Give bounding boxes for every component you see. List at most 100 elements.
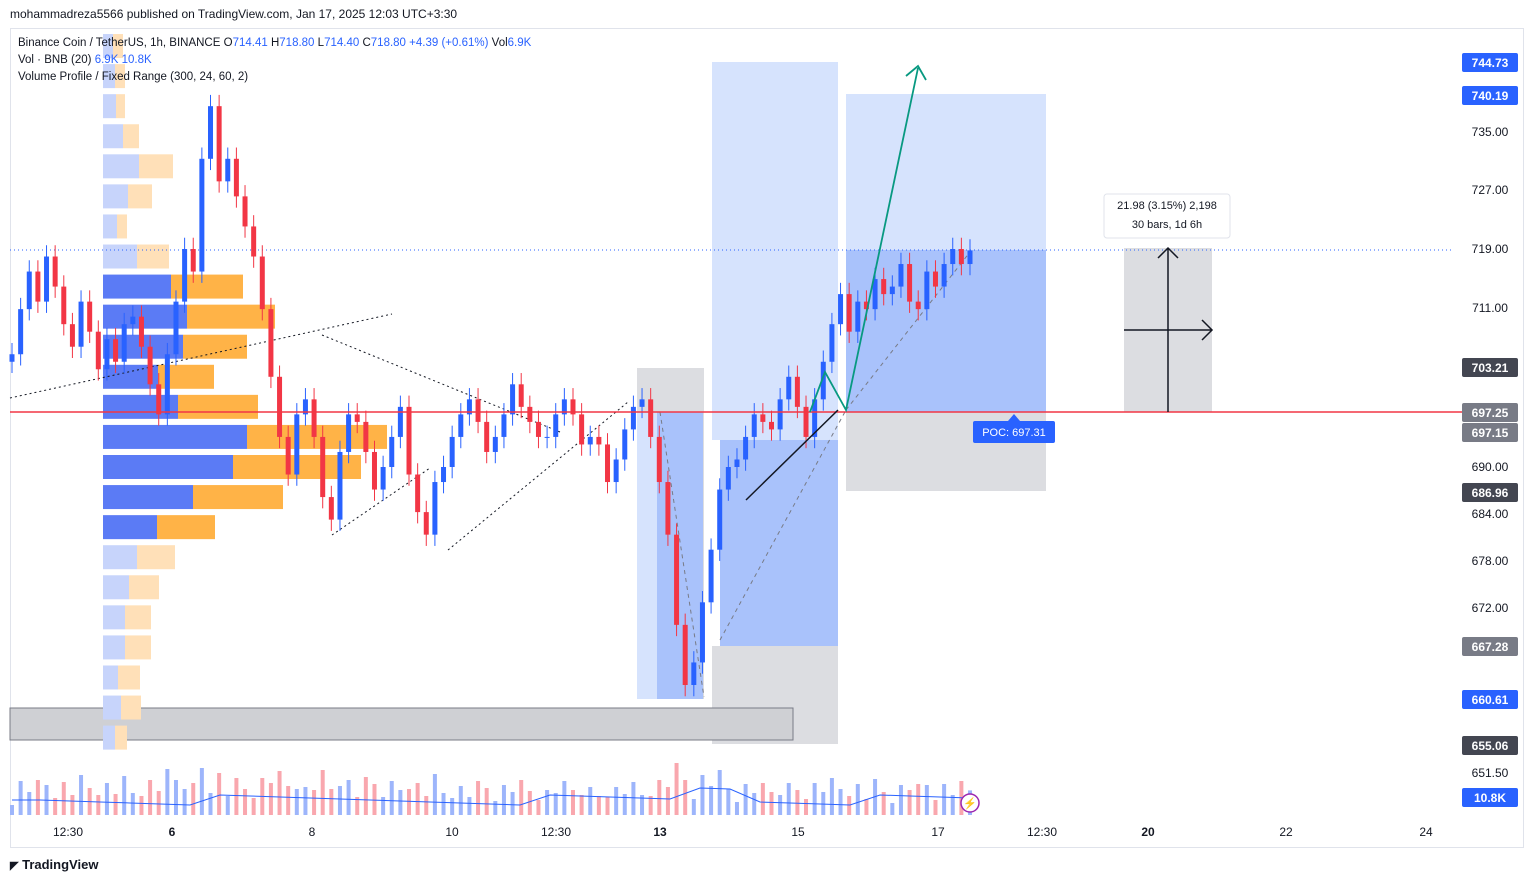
volume-bar bbox=[778, 795, 783, 815]
change-value: +4.39 (+0.61%) bbox=[409, 37, 489, 49]
vp-buy-bar bbox=[103, 124, 123, 149]
x-tick-label: 6 bbox=[169, 825, 176, 839]
y-tick-label: 678.00 bbox=[1472, 554, 1509, 568]
drawing-zones[interactable] bbox=[9, 62, 1212, 744]
x-tick-label: 12:30 bbox=[1027, 825, 1057, 839]
volume-profile-indicator-name[interactable]: Volume Profile / Fixed Range (300, 24, 6… bbox=[18, 71, 249, 83]
price-label-box bbox=[1462, 637, 1518, 656]
volume-bar bbox=[458, 786, 463, 815]
volume-bar bbox=[709, 786, 714, 815]
candle-body bbox=[121, 324, 127, 362]
candle-body bbox=[691, 662, 697, 685]
candle-body bbox=[328, 497, 334, 520]
candle-body bbox=[768, 421, 774, 430]
trendlines[interactable] bbox=[9, 249, 1452, 698]
candle-body bbox=[699, 602, 705, 663]
volume-bar bbox=[329, 789, 334, 815]
vp-buy-bar bbox=[103, 575, 129, 600]
price-label-box bbox=[1462, 403, 1518, 422]
volume-bar bbox=[838, 789, 843, 815]
candle-body bbox=[354, 414, 360, 422]
volume-bar bbox=[821, 792, 826, 815]
vp-sell-bar bbox=[183, 334, 247, 359]
volume-bar bbox=[191, 783, 196, 815]
volume-bar bbox=[847, 796, 852, 815]
y-tick-label: 690.00 bbox=[1472, 460, 1509, 474]
high-label: H bbox=[270, 37, 280, 49]
vp-buy-bar bbox=[103, 244, 137, 269]
candle-body bbox=[596, 436, 602, 445]
price-label: 655.06 bbox=[1472, 739, 1509, 753]
vp-buy-bar bbox=[103, 34, 113, 59]
chart-legend: Binance Coin / TetherUS, 1h, BINANCE O71… bbox=[18, 35, 531, 86]
measure-arrow-up bbox=[1157, 246, 1179, 259]
x-tick-label: 20 bbox=[1141, 825, 1155, 839]
volume-bar bbox=[760, 783, 765, 815]
volume-bar bbox=[614, 787, 619, 815]
volume-ma-line bbox=[12, 787, 971, 806]
candle-body bbox=[156, 384, 162, 415]
vp-sell-bar bbox=[123, 124, 139, 149]
candle-body bbox=[639, 399, 645, 407]
vp-buy-bar bbox=[103, 695, 121, 720]
volume-bar bbox=[415, 783, 420, 815]
vp-sell-bar bbox=[118, 665, 140, 690]
symbol-name[interactable]: Binance Coin / TetherUS, 1h, BINANCE bbox=[18, 37, 221, 49]
volume-indicator-name[interactable]: Vol · BNB (20) bbox=[18, 54, 92, 66]
forecast-path bbox=[809, 67, 919, 413]
projection-3 bbox=[845, 251, 971, 411]
candle-body bbox=[872, 279, 878, 310]
volume-bar bbox=[907, 790, 912, 815]
price-label-box bbox=[1462, 483, 1518, 502]
candle-body bbox=[259, 256, 265, 310]
candle-body bbox=[743, 436, 749, 460]
candle-body bbox=[441, 467, 447, 483]
candle-body bbox=[846, 294, 852, 332]
volume-bar bbox=[769, 792, 774, 815]
candle-body bbox=[277, 376, 283, 437]
vp-sell-bar bbox=[116, 94, 125, 119]
vp-buy-bar bbox=[103, 725, 115, 750]
tradingview-logo[interactable]: ◤ TradingView bbox=[10, 857, 98, 872]
candle-body bbox=[337, 451, 343, 520]
volume-bar bbox=[519, 780, 524, 815]
volume-bar bbox=[165, 769, 170, 815]
x-tick-label: 15 bbox=[791, 825, 805, 839]
candle-body bbox=[622, 429, 628, 460]
volume-bar bbox=[562, 781, 567, 815]
volume-bar bbox=[795, 790, 800, 815]
candle-body bbox=[380, 467, 386, 490]
volume-bar bbox=[130, 793, 135, 815]
candle-body bbox=[389, 436, 395, 467]
volume-bar bbox=[346, 780, 351, 815]
vp-sell-bar bbox=[115, 725, 127, 750]
volume-bar bbox=[286, 786, 291, 815]
volume-bar bbox=[303, 787, 308, 815]
volume-bar bbox=[389, 781, 394, 815]
candle-body bbox=[648, 399, 654, 437]
candle-body bbox=[208, 106, 214, 159]
x-tick-label: 12:30 bbox=[541, 825, 571, 839]
volume-bar bbox=[924, 785, 929, 815]
candle-body bbox=[61, 286, 67, 325]
candle-body bbox=[605, 444, 611, 483]
chart-frame bbox=[10, 28, 1524, 848]
volume-bar bbox=[804, 799, 809, 815]
position-2-target-zone bbox=[846, 94, 1046, 250]
candle-body bbox=[794, 376, 800, 407]
volume-bar bbox=[381, 797, 386, 815]
annotations[interactable]: POC: 697.31 21.98 (3.15%) 2,198 30 bars, 1… bbox=[10, 64, 1462, 813]
candle-body bbox=[613, 459, 619, 483]
candle-body bbox=[803, 406, 809, 437]
volume-bar bbox=[113, 794, 118, 815]
vp-sell-bar bbox=[128, 184, 152, 209]
candle-body bbox=[35, 271, 41, 302]
y-tick-label: 727.00 bbox=[1472, 183, 1509, 197]
price-label-box bbox=[1462, 423, 1518, 442]
volume-bar bbox=[363, 777, 368, 815]
volume-bar bbox=[648, 796, 653, 815]
candle-body bbox=[233, 158, 239, 197]
x-tick-label: 8 bbox=[309, 825, 316, 839]
lightning-icon bbox=[960, 793, 980, 813]
